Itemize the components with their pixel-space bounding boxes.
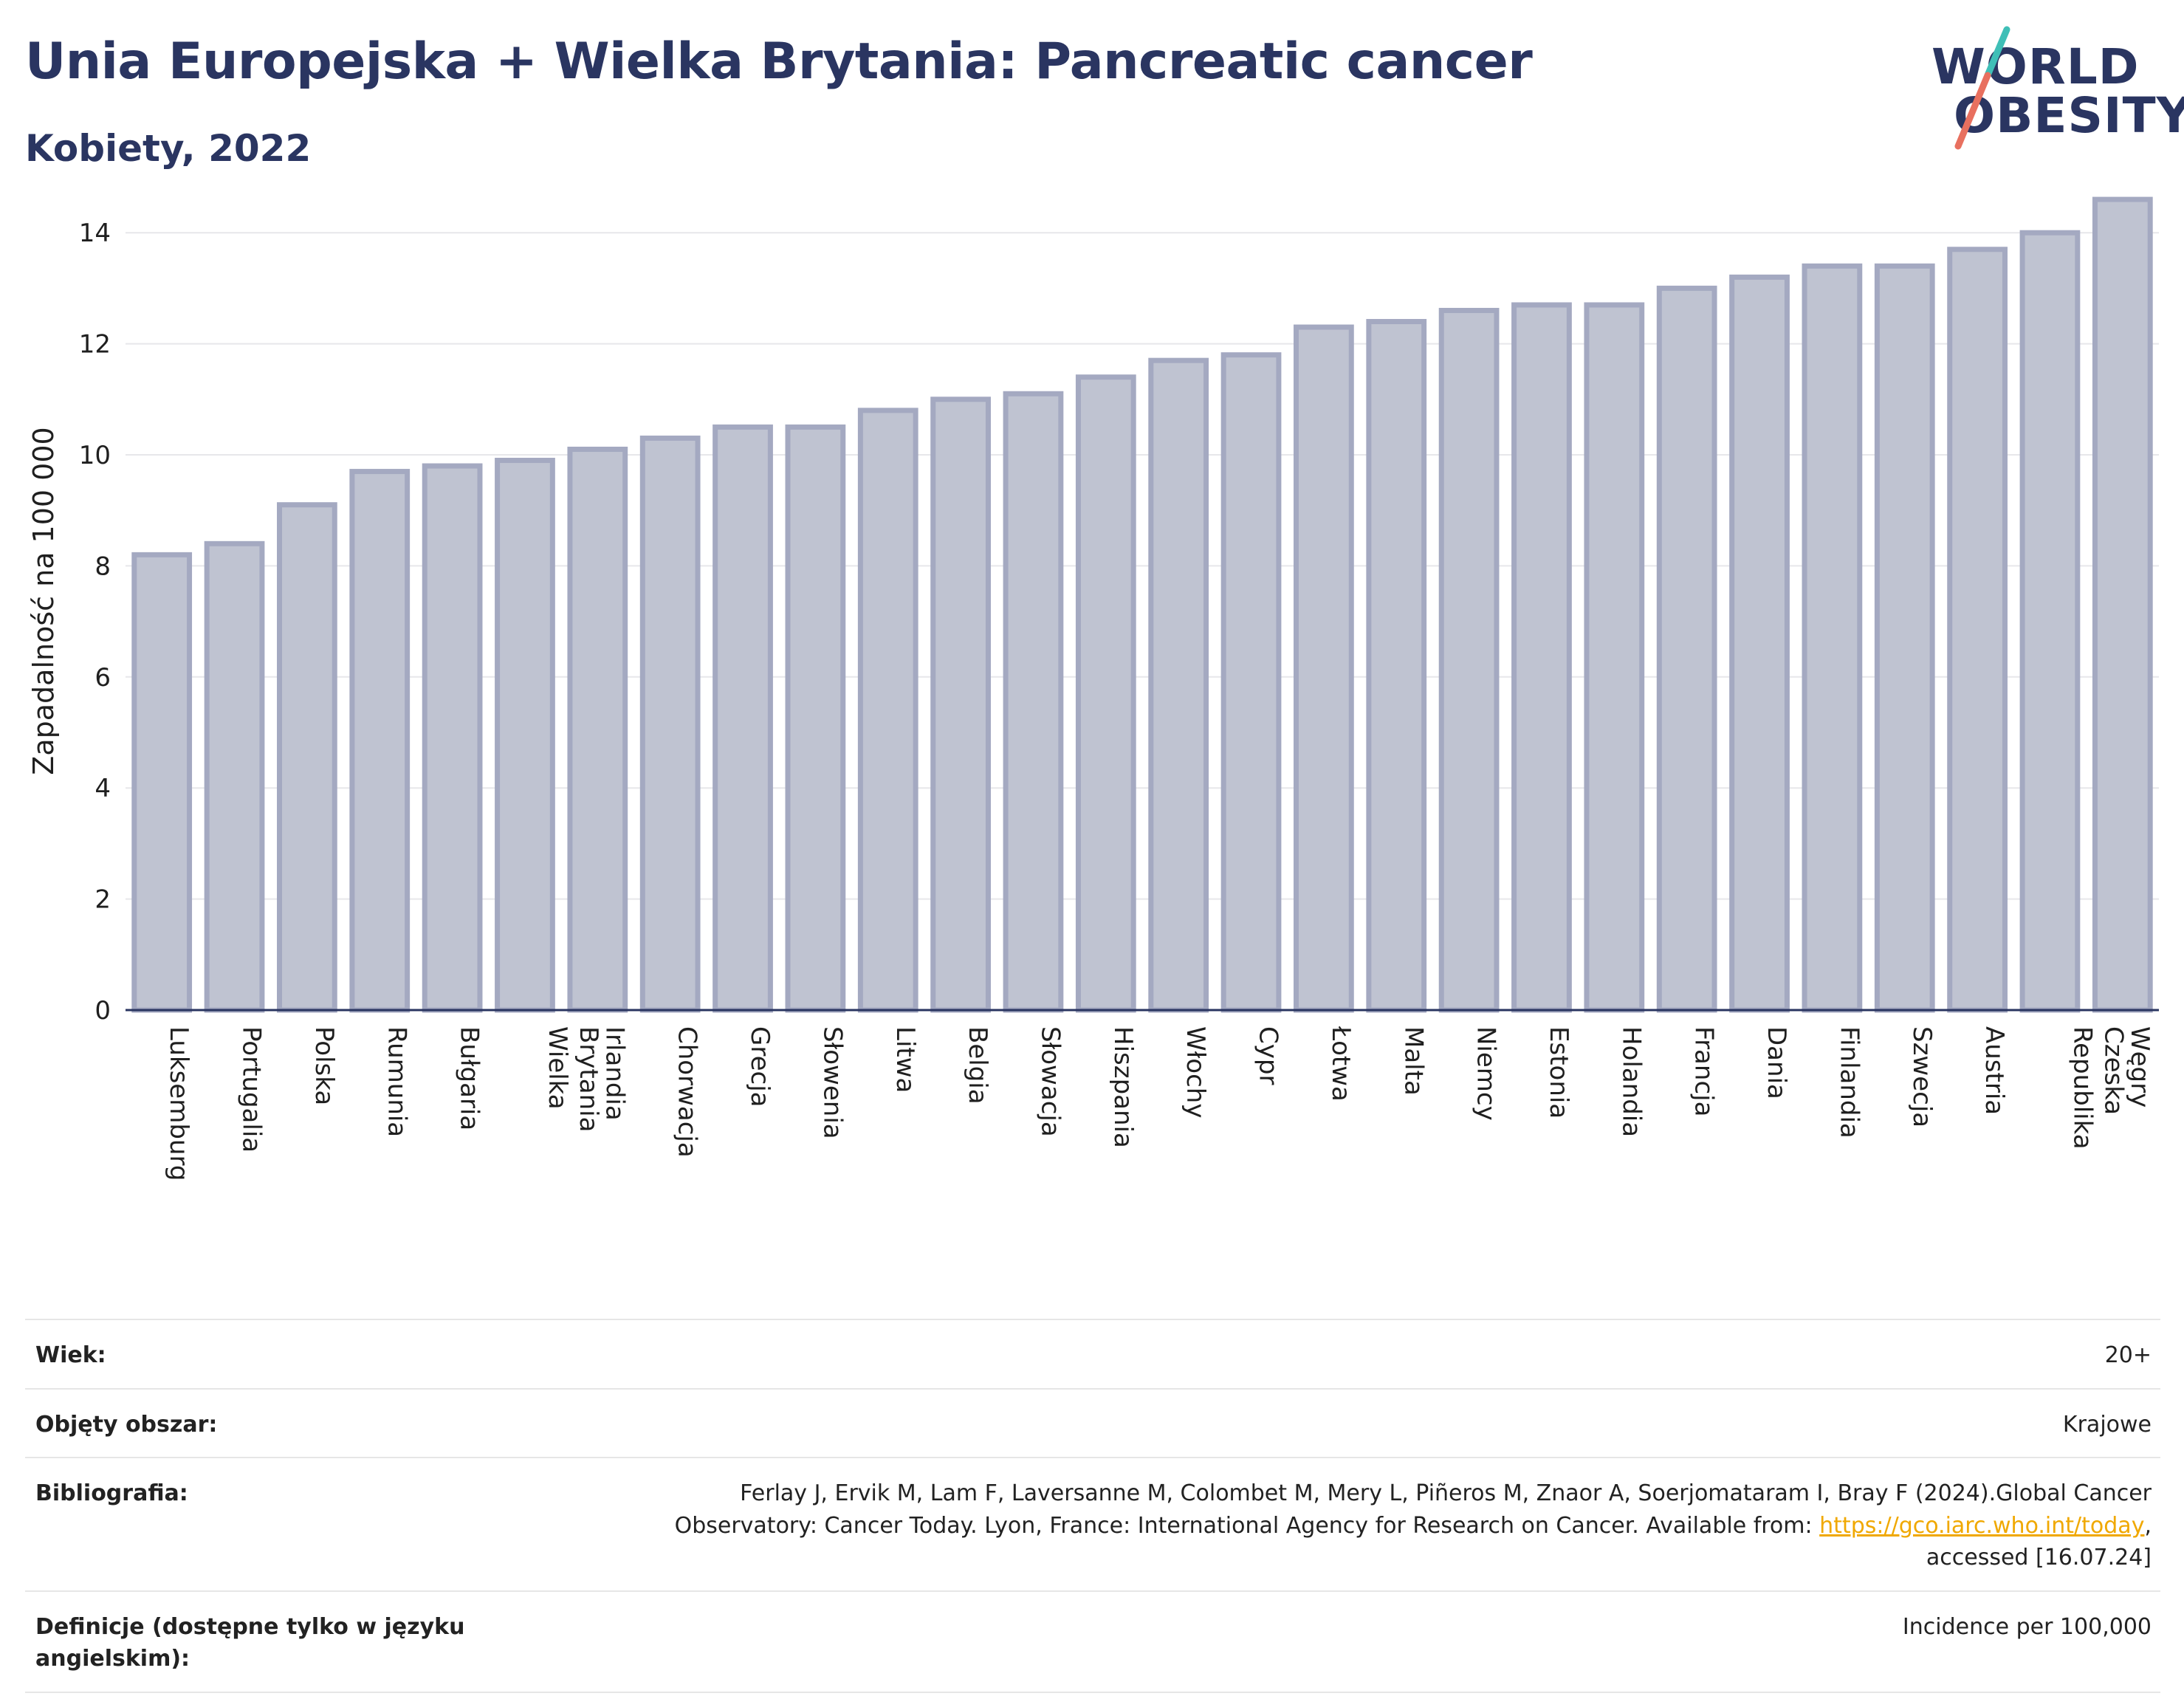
bibliography-line-2: Observatory: Cancer Today. Lyon, France:… [674, 1512, 1820, 1539]
bibliography-comma: , [2144, 1512, 2152, 1539]
bar [1366, 319, 1427, 1013]
x-tick-label: WielkaBrytania [543, 1026, 603, 1132]
x-tick-label: Holandia [1616, 1026, 1646, 1137]
chart-title: Unia Europejska + Wielka Brytania: Pancr… [25, 32, 1533, 91]
bar [2019, 230, 2081, 1013]
y-tick-label: 8 [95, 552, 111, 581]
chart-subtitle: Kobiety, 2022 [25, 127, 312, 170]
bar [2092, 196, 2153, 1013]
bar [567, 446, 628, 1013]
y-tick-labels: 0 2 4 6 8 10 12 14 [79, 219, 111, 1026]
bar [1003, 391, 1064, 1013]
x-tick-label: Polska [309, 1026, 339, 1105]
bar [1947, 247, 2008, 1013]
x-tick-label: Słowacja [1035, 1026, 1065, 1137]
x-tick-label: RepublikaCzeska [2067, 1026, 2128, 1150]
bar [857, 408, 918, 1013]
y-axis-label: Zapadalność na 100 000 [27, 427, 60, 775]
bar [277, 502, 337, 1013]
bars [131, 196, 2153, 1013]
bar [930, 396, 991, 1013]
bar [204, 540, 265, 1013]
logo-slash-icon [1954, 26, 2010, 150]
x-tick-label: Cypr [1254, 1026, 1283, 1085]
info-row-age: Wiek: 20+ [25, 1319, 2160, 1388]
info-row-coverage: Objęty obszar: Krajowe [25, 1387, 2160, 1458]
world-obesity-logo: WORLD OBESITY [1920, 22, 2184, 155]
age-label: Wiek: [35, 1342, 106, 1368]
y-tick-label: 0 [95, 996, 111, 1026]
x-tick-label: Austria [1979, 1026, 2009, 1115]
x-tick-label: Dania [1762, 1026, 1791, 1099]
info-row-bibliography: Bibliografia: Ferlay J, Ervik M, Lam F, … [25, 1457, 2160, 1590]
x-tick-label: Estonia [1544, 1026, 1573, 1119]
x-tick-label: Portugalia [237, 1026, 267, 1153]
x-tick-label: Irlandia [600, 1026, 629, 1121]
bibliography-value: Ferlay J, Ervik M, Lam F, Laversanne M, … [675, 1477, 2152, 1574]
x-tick-label: Grecja [745, 1026, 775, 1107]
x-tick-label: Niemcy [1472, 1026, 1501, 1121]
bar [349, 469, 411, 1013]
x-tick-label: Finlandia [1834, 1026, 1864, 1139]
bar [785, 424, 846, 1013]
x-tick-label: Francja [1689, 1026, 1719, 1116]
x-tick-label: Malta [1398, 1026, 1428, 1096]
info-table: Wiek: 20+ Objęty obszar: Krajowe Bibliog… [25, 1319, 2160, 1693]
coverage-value: Krajowe [2062, 1411, 2152, 1438]
y-tick-label: 14 [79, 219, 111, 248]
x-tick-label: Węgry [2125, 1026, 2154, 1108]
bar [495, 458, 555, 1013]
y-tick-label: 6 [95, 663, 111, 693]
bar [1729, 274, 1790, 1013]
bar [712, 424, 773, 1013]
x-tick-label: Szwecja [1907, 1026, 1937, 1127]
bar [1438, 307, 1500, 1013]
x-tick-label: Słowenia [817, 1026, 847, 1139]
info-row-definitions: Definicje (dostępne tylko w języku angie… [25, 1590, 2160, 1693]
bar-chart: 0 2 4 6 8 10 12 14 Luksemburg Portugalia Polska Ru… [27, 196, 2159, 1181]
y-tick-label: 10 [79, 441, 111, 470]
bar [639, 435, 701, 1013]
bibliography-link[interactable]: https://gco.iarc.who.int/today [1819, 1512, 2145, 1539]
x-tick-label: Hiszpania [1108, 1026, 1138, 1148]
logo-line-1: WORLD [1931, 38, 2140, 95]
x-tick-label: Bułgaria [455, 1026, 484, 1130]
bar [1584, 302, 1645, 1013]
bar [1656, 285, 1717, 1013]
definitions-value: Incidence per 100,000 [1902, 1613, 2152, 1640]
x-tick-label: Litwa [890, 1026, 920, 1093]
x-tick-label: Luksemburg [164, 1026, 193, 1181]
bar [1220, 352, 1282, 1013]
x-tick-label: Chorwacja [673, 1026, 702, 1158]
x-tick-label: Łotwa [1326, 1026, 1356, 1102]
y-tick-label: 12 [79, 330, 111, 360]
definitions-label: Definicje (dostępne tylko w języku angie… [35, 1613, 465, 1672]
bar [422, 463, 483, 1013]
age-value: 20+ [2104, 1342, 2152, 1368]
y-tick-label: 4 [95, 774, 111, 803]
bar [1874, 263, 1935, 1013]
bar [1511, 302, 1572, 1013]
y-tick-label: 2 [95, 885, 111, 915]
logo-line-2: OBESITY [1954, 87, 2184, 144]
x-tick-label: Belgia [963, 1026, 992, 1105]
x-tick-labels: Luksemburg Portugalia Polska Rumunia Bułgari… [164, 1026, 2154, 1181]
bar [1148, 357, 1209, 1013]
x-tick-label: Rumunia [382, 1026, 411, 1137]
bar [131, 552, 193, 1013]
bar [1802, 263, 1863, 1013]
bibliography-label: Bibliografia: [35, 1480, 188, 1506]
bibliography-line-1: Ferlay J, Ervik M, Lam F, Laversanne M, … [740, 1480, 2152, 1506]
bar [1294, 324, 1354, 1013]
bibliography-line-3: accessed [16.07.24] [1926, 1545, 2152, 1570]
coverage-label: Objęty obszar: [35, 1411, 218, 1438]
x-tick-label: Włochy [1181, 1026, 1210, 1118]
bar [1075, 374, 1136, 1013]
